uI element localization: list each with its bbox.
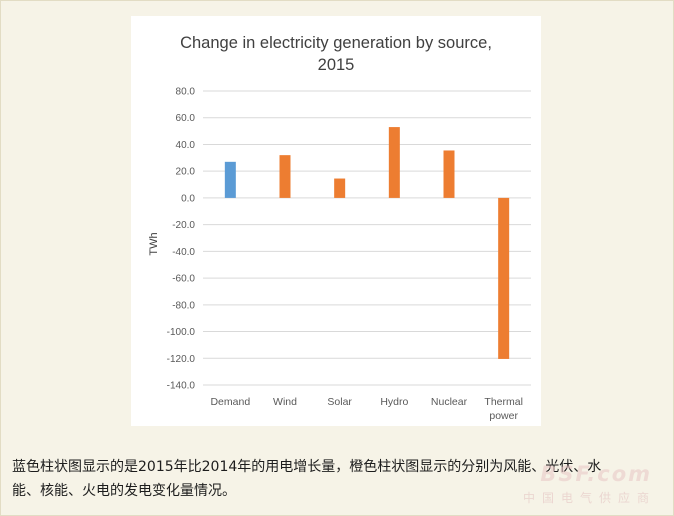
x-tick-label: Hydro <box>380 396 408 408</box>
y-tick-label: -60.0 <box>172 274 195 285</box>
x-tick-label: Wind <box>273 396 297 408</box>
y-tick-label: -80.0 <box>172 300 195 311</box>
y-tick-labels: 80.0 60.0 40.0 20.0 0.0 -20.0 -40.0 -60.0 -80.0 -… <box>167 87 196 392</box>
y-tick-label: 60.0 <box>176 113 196 124</box>
chart-card: Change in electricity generation by sour… <box>131 16 541 426</box>
x-tick-labels: Demand Wind Solar Hydro Nuclear Thermal power <box>210 396 522 422</box>
x-tick-label: Solar <box>327 396 352 408</box>
gridlines <box>203 90 531 386</box>
bar-chart: Change in electricity generation by sour… <box>148 34 531 422</box>
bar-nuclear <box>443 150 455 198</box>
y-tick-label: -20.0 <box>172 220 195 231</box>
y-tick-label: -40.0 <box>172 247 195 258</box>
y-tick-label: -100.0 <box>167 327 196 338</box>
caption-line-2: 能、核能、火电的发电变化量情况。 <box>12 483 236 499</box>
bar-thermal-power <box>498 197 510 359</box>
y-tick-label: -140.0 <box>167 381 196 392</box>
bar-solar <box>334 178 346 198</box>
y-tick-label: 0.0 <box>181 193 195 204</box>
chart-title-line-2: 2015 <box>318 56 355 74</box>
y-tick-label: 80.0 <box>176 87 196 98</box>
caption-line-1: 蓝色柱状图显示的是2015年比2014年的用电增长量，橙色柱状图显示的分别为风能… <box>12 459 602 475</box>
bar-hydro <box>388 127 400 198</box>
x-tick-label: power <box>489 410 518 422</box>
x-tick-label: Demand <box>210 396 250 408</box>
chart-title-line-1: Change in electricity generation by sour… <box>180 34 492 52</box>
x-tick-label: Thermal <box>484 396 523 408</box>
bars <box>224 127 510 359</box>
bar-wind <box>279 155 291 198</box>
x-tick-label: Nuclear <box>431 396 468 408</box>
caption: 蓝色柱状图显示的是2015年比2014年的用电增长量，橙色柱状图显示的分别为风能… <box>12 455 662 503</box>
y-axis-label: TWh <box>148 232 160 255</box>
y-tick-label: 20.0 <box>176 167 196 178</box>
y-tick-label: 40.0 <box>176 140 196 151</box>
bar-demand <box>224 161 236 198</box>
y-tick-label: -120.0 <box>167 354 196 365</box>
